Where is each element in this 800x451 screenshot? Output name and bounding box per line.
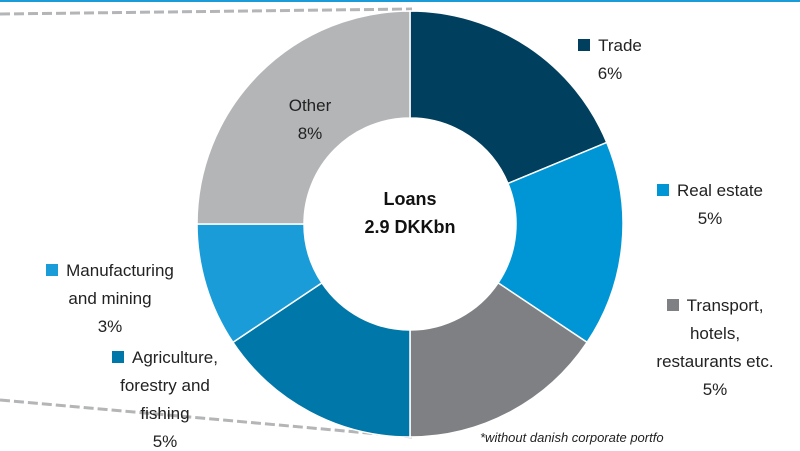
center-line: 2.9 DKKbn bbox=[364, 217, 456, 237]
connector bbox=[0, 398, 413, 439]
center-line: Loans bbox=[383, 189, 437, 209]
center-label: Loans 2.9 DKKbn bbox=[330, 185, 490, 241]
legend-swatch bbox=[666, 299, 679, 311]
slice-label: Other 8% bbox=[250, 92, 370, 148]
slice-label: Real estate 5% bbox=[630, 177, 790, 233]
slice-label: Trade 6% bbox=[555, 32, 665, 88]
category-label: Transport, hotels, restaurants etc. bbox=[656, 296, 774, 371]
category-label: Other bbox=[288, 96, 332, 115]
value-label: 5% bbox=[152, 432, 178, 451]
slice-label: Transport, hotels, restaurants etc. 5% bbox=[600, 292, 800, 404]
legend-swatch bbox=[46, 264, 59, 276]
slice bbox=[231, 281, 411, 438]
value-label: 3% bbox=[97, 317, 123, 336]
slice bbox=[196, 10, 411, 225]
value-label: 6% bbox=[597, 64, 623, 83]
value-label: 5% bbox=[702, 380, 728, 399]
category-label: Agriculture, forestry and fishing bbox=[120, 348, 218, 423]
slice-label: Agriculture, forestry and fishing 5% bbox=[65, 344, 265, 451]
footnote: *without danish corporate portfo bbox=[480, 430, 664, 445]
slice bbox=[409, 281, 589, 438]
value-label: 8% bbox=[297, 124, 323, 143]
category-label: Manufacturing and mining bbox=[66, 261, 174, 308]
connector bbox=[0, 7, 413, 16]
value-label: 5% bbox=[697, 209, 723, 228]
slice-label: Manufacturing and mining 3% bbox=[5, 257, 215, 341]
slice bbox=[497, 141, 624, 344]
legend-swatch bbox=[657, 184, 669, 196]
category-label: Trade bbox=[598, 36, 642, 55]
category-label: Real estate bbox=[677, 181, 763, 200]
legend-swatch bbox=[112, 351, 124, 363]
slice bbox=[409, 10, 608, 185]
legend-swatch bbox=[578, 39, 591, 51]
